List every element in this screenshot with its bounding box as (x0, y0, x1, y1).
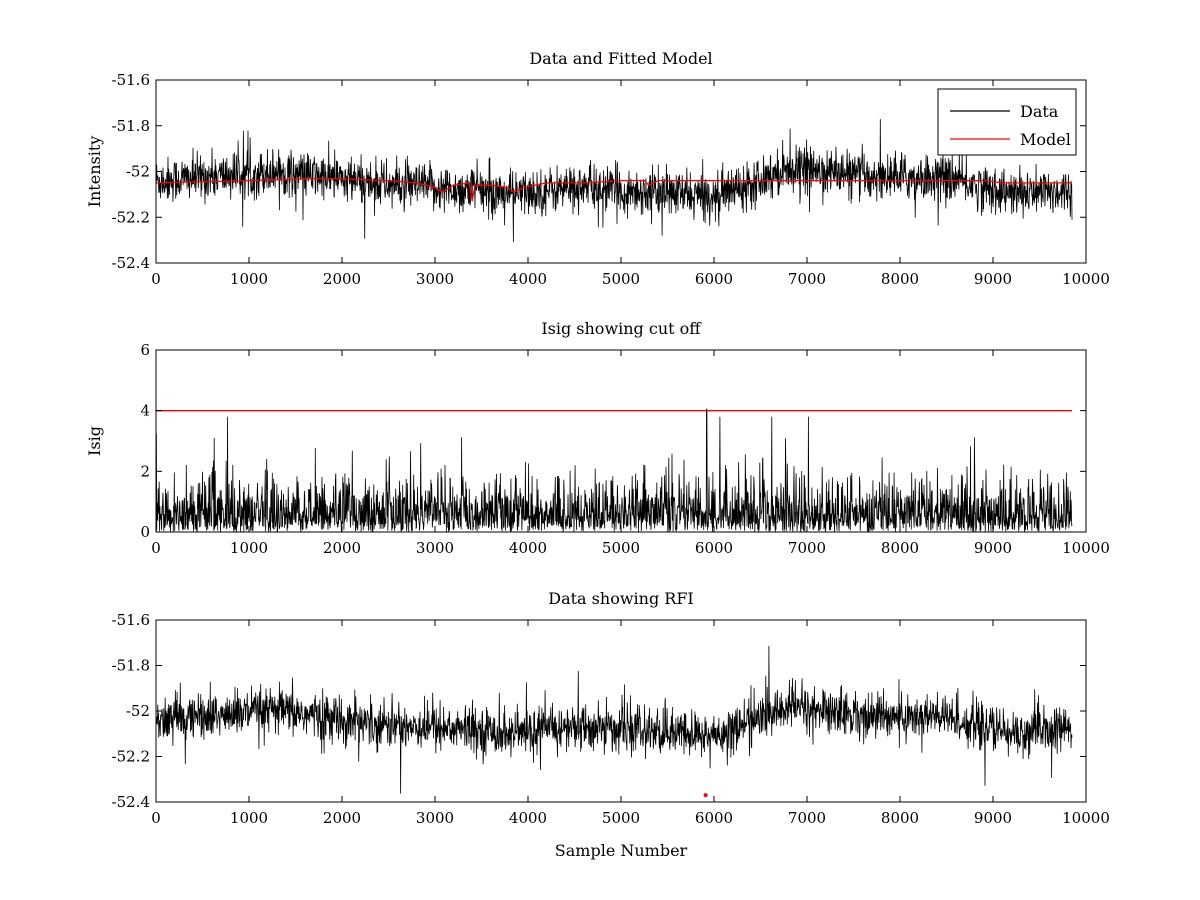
x-tick-label: 3000 (416, 809, 454, 827)
data-layer (156, 119, 1073, 243)
y-tick-label: -52.4 (112, 793, 150, 811)
chart-title: Data showing RFI (548, 589, 693, 608)
x-tick-label: 7000 (788, 809, 826, 827)
x-axis-label: Sample Number (555, 841, 688, 860)
y-tick-label: 2 (140, 462, 150, 480)
y-tick-label: -52.2 (112, 208, 150, 226)
x-tick-label: 1000 (230, 270, 268, 288)
series-model (156, 177, 1072, 202)
x-tick-label: 6000 (695, 270, 733, 288)
series-isig (156, 408, 1073, 533)
chart-title: Isig showing cut off (541, 319, 702, 338)
x-tick-label: 4000 (509, 270, 547, 288)
x-tick-label: 8000 (881, 270, 919, 288)
y-tick-label: -52.4 (112, 254, 150, 272)
y-tick-label: 4 (140, 402, 150, 420)
x-tick-label: 8000 (881, 809, 919, 827)
x-tick-label: 9000 (974, 809, 1012, 827)
x-tick-label: 10000 (1062, 270, 1110, 288)
x-tick-label: 9000 (974, 270, 1012, 288)
x-tick-label: 7000 (788, 539, 826, 557)
x-tick-label: 3000 (416, 270, 454, 288)
y-tick-label: -52 (126, 163, 150, 181)
x-tick-label: 2000 (323, 539, 361, 557)
x-tick-label: 5000 (602, 539, 640, 557)
x-tick-label: 5000 (602, 809, 640, 827)
x-tick-label: 6000 (695, 539, 733, 557)
x-tick-label: 0 (151, 539, 161, 557)
subplot-2: 0 1000 2000 3000 4000 5000 6000 7000 8000 9000 100… (85, 319, 1110, 557)
x-tick-label: 8000 (881, 539, 919, 557)
x-tick-label: 7000 (788, 270, 826, 288)
x-tick-label: 1000 (230, 809, 268, 827)
x-tick-label: 10000 (1062, 809, 1110, 827)
y-tick-label: -52.2 (112, 748, 150, 766)
data-layer (156, 645, 1073, 794)
y-axis-label: Isig (85, 426, 104, 456)
legend-label: Model (1020, 130, 1071, 149)
series-data (156, 645, 1073, 794)
x-tick-label: 4000 (509, 809, 547, 827)
x-tick-label: 4000 (509, 539, 547, 557)
x-tick-label: 2000 (323, 809, 361, 827)
legend-label: Data (1020, 102, 1059, 121)
y-tick-label: -51.6 (112, 71, 150, 89)
subplot-1: 0 1000 2000 3000 4000 5000 6000 7000 8000 9000 100… (85, 49, 1110, 288)
y-tick-label: -51.8 (112, 117, 150, 135)
data-layer (156, 408, 1073, 533)
y-tick-label: 6 (140, 341, 150, 359)
legend-box (937, 88, 1077, 156)
x-tick-label: 0 (151, 809, 161, 827)
y-tick-label: 0 (140, 523, 150, 541)
rfi-marker (703, 793, 708, 798)
y-tick-label: -51.8 (112, 657, 150, 675)
x-tick-label: 5000 (602, 270, 640, 288)
x-tick-label: 6000 (695, 809, 733, 827)
x-tick-label: 9000 (974, 539, 1012, 557)
y-tick-label: -52 (126, 702, 150, 720)
x-tick-label: 2000 (323, 270, 361, 288)
subplot-3: 0 1000 2000 3000 4000 5000 6000 7000 8000 9000 100… (112, 589, 1110, 860)
chart-title: Data and Fitted Model (529, 49, 712, 68)
y-axis-label: Intensity (85, 136, 104, 208)
series-data (156, 119, 1073, 243)
x-tick-label: 1000 (230, 539, 268, 557)
legend: Data Model (937, 88, 1077, 156)
x-tick-label: 3000 (416, 539, 454, 557)
x-tick-label: 10000 (1062, 539, 1110, 557)
y-tick-label: -51.6 (112, 611, 150, 629)
x-tick-label: 0 (151, 270, 161, 288)
